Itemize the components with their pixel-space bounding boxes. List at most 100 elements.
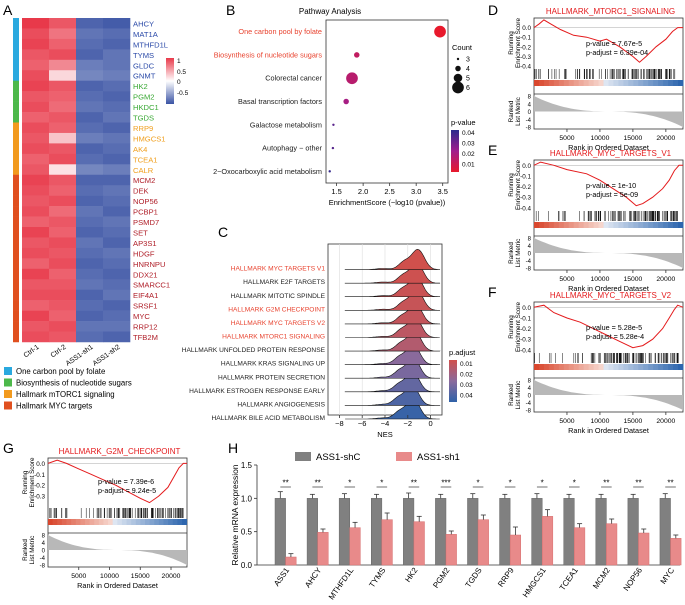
heatmap-cell: [49, 38, 77, 50]
heatmap-cell: [49, 70, 77, 81]
heatmap-cell: [103, 80, 131, 92]
heatmap-cell: [22, 185, 50, 196]
legend-label-ass1-sh1: ASS1-sh1: [417, 452, 460, 463]
rank-tick-label: 4: [42, 541, 46, 547]
gene-label: TYMS: [133, 51, 154, 60]
gsea-panel-d: HALLMARK_MTORC1_SIGNALING p-value = 7.67e…: [508, 7, 684, 152]
es-curve: [47, 459, 187, 504]
rank-tick-label: -4: [526, 259, 532, 265]
heatmap-cell: [22, 227, 50, 238]
rank-strip-cell: [84, 519, 91, 525]
es-y-axis-label: RunningEnrichment Score: [508, 159, 522, 210]
rank-tick-label: -4: [526, 118, 532, 124]
x-tick-label: −4: [381, 419, 390, 428]
ridge-label: HALLMARK PROTEIN SECRETION: [218, 374, 325, 381]
x-tick-label: 10000: [590, 418, 609, 425]
x-tick-label: 5000: [559, 276, 574, 283]
rank-strip-cell: [140, 519, 146, 525]
es-y-axis-label-line1: Running: [22, 470, 29, 494]
rank-strip-cell: [573, 222, 580, 228]
rank-strip-cell: [553, 364, 560, 370]
panel-letter-a: A: [3, 2, 13, 18]
rank-strip-cell: [638, 364, 644, 370]
heatmap-cell: [103, 49, 131, 61]
rank-tick-label: -8: [40, 564, 46, 570]
color-legend-label: 0.04: [462, 130, 475, 137]
heatmap-cell: [22, 310, 50, 322]
rank-strip-cell: [633, 364, 639, 370]
bar-ass1-sh1: [317, 532, 329, 566]
heatmap-cell: [49, 279, 77, 290]
heatmap-cell: [22, 91, 50, 102]
rank-strip-cell: [678, 222, 684, 228]
heatmap-cell: [22, 237, 50, 249]
rank-strip-cell: [75, 519, 81, 525]
heatmap-cell: [22, 112, 50, 123]
heatmap-cell: [76, 122, 104, 134]
es-y-axis-label-line1: Running: [508, 31, 515, 55]
es-tick-label: 0.0: [522, 163, 531, 170]
x-tick-label: 20000: [162, 573, 181, 580]
heatmap-cell: [49, 206, 77, 217]
rank-strip-cell: [633, 80, 639, 86]
es-tick-label: -0.3: [520, 195, 531, 202]
bar-ass1-shc: [371, 498, 383, 566]
bar-ass1-sh1: [445, 534, 457, 566]
gsea-panel-e: HALLMARK_MYC_TARGETS_V1 p-value = 1e-10p-…: [508, 149, 684, 293]
rank-strip-cell: [603, 364, 609, 370]
heatmap-cell: [49, 185, 77, 196]
bar-ass1-shc: [338, 498, 351, 566]
bar-ass1-shc: [435, 498, 447, 566]
heatmap-cell: [103, 174, 131, 186]
rank-strip-cell: [658, 222, 664, 228]
x-tick-label: −6: [358, 419, 367, 428]
rank-y-axis-label-line2: List Metric: [29, 536, 36, 565]
heatmap-column-label: ASS1-sh1: [65, 344, 95, 368]
ranked-metric-area: [534, 96, 683, 127]
rank-strip-cell: [563, 80, 570, 86]
rank-strip-cell: [628, 364, 634, 370]
heatmap-cell: [76, 143, 104, 155]
category-bar-cell: [13, 321, 19, 332]
gsea-title: HALLMARK_MTORC1_SIGNALING: [546, 7, 675, 16]
legend-swatch-ass1-shc: [295, 452, 311, 461]
heatmap-cell: [22, 59, 50, 71]
rank-strip-cell: [543, 80, 550, 86]
es-y-axis-label-line2: Enrichment Score: [515, 17, 522, 68]
es-curve: [533, 304, 684, 349]
gene-label: PGM2: [133, 93, 155, 102]
color-legend-bar: [451, 130, 459, 172]
dot: [343, 98, 349, 105]
heatmap-cell: [22, 206, 50, 217]
significance-label: **: [282, 479, 288, 488]
dot: [331, 146, 335, 150]
heatmap-cell: [22, 28, 50, 40]
heatmap-cell: [103, 132, 131, 144]
significance-label: **: [667, 479, 673, 488]
category-bar-cell: [13, 300, 19, 311]
heatmap-cell: [103, 59, 131, 71]
padj-legend-title: p.adjust: [449, 348, 476, 357]
category-bar-cell: [13, 310, 19, 322]
ridge-label: HALLMARK ANGIOGENESIS: [237, 401, 325, 408]
rank-strip-cell: [89, 519, 95, 525]
category-bar-cell: [13, 216, 19, 228]
dot: [332, 123, 335, 126]
heatmap-cell: [103, 101, 131, 113]
rank-strip-cell: [121, 519, 128, 525]
rank-strip-cell: [563, 364, 570, 370]
heatmap-cell: [76, 28, 104, 40]
heatmap-cell: [76, 112, 104, 123]
x-tick-label: 15000: [623, 135, 642, 142]
dot: [328, 170, 331, 173]
category-bar-cell: [13, 331, 19, 343]
heatmap-cell: [76, 206, 104, 217]
rank-tick-label: -8: [526, 126, 532, 132]
heatmap-cell: [49, 164, 77, 176]
heatmap-cell: [103, 227, 131, 238]
heatmap-cell: [76, 185, 104, 196]
category-label: AHCY: [303, 565, 324, 589]
size-legend-label: 3: [466, 57, 470, 64]
gene-label: MTHFD1L: [133, 40, 168, 49]
heatmap-cell: [49, 258, 77, 270]
